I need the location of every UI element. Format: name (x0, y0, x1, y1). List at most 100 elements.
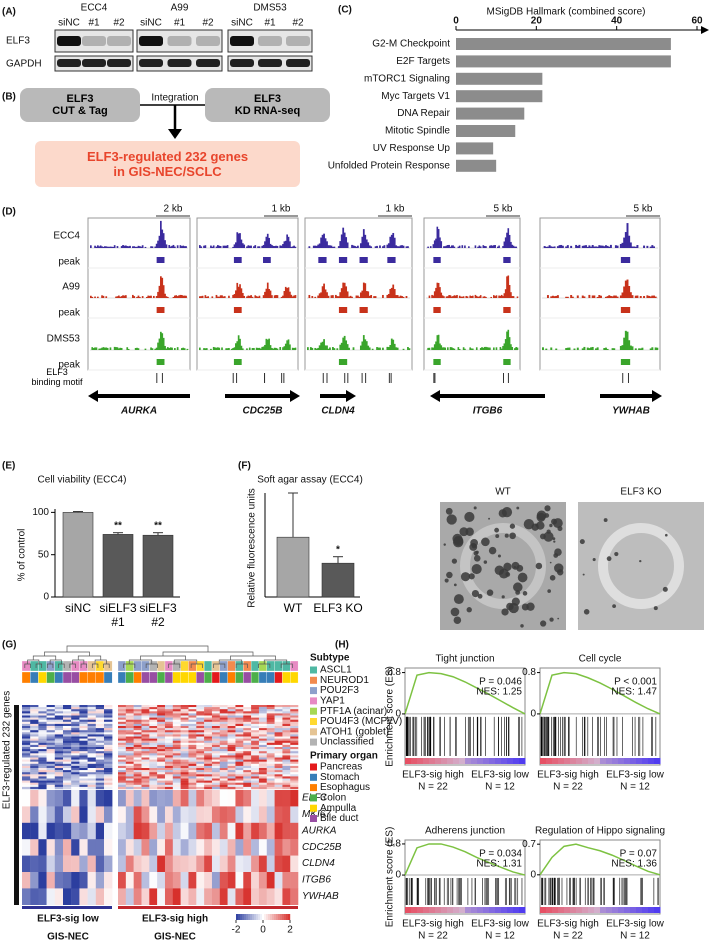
heatmap-cell (30, 728, 39, 731)
coverage (102, 246, 105, 248)
heatmap-cell (95, 784, 105, 788)
heatmap-cell (188, 738, 197, 741)
heatmap-cell (157, 780, 166, 783)
heatmap-cell (87, 736, 96, 739)
heatmap-cell (282, 763, 291, 767)
coverage (219, 295, 222, 298)
heatmap-cell (227, 772, 236, 775)
heatmap-cell (235, 747, 244, 750)
heatmap-cell (30, 774, 39, 777)
heatmap-cell (71, 730, 80, 733)
heatmap-cell (157, 732, 166, 735)
heatmap-cell (196, 740, 205, 743)
coverage (102, 295, 105, 298)
heatmap-cell (104, 774, 113, 777)
coverage (608, 246, 611, 248)
heatmap-cell (149, 751, 158, 754)
rank-bar (459, 907, 466, 913)
coverage (342, 227, 345, 248)
coverage (273, 295, 276, 298)
heatmap-cell (46, 761, 55, 764)
heatmap-cell (164, 721, 174, 725)
coverage (386, 294, 389, 298)
heatmap-cell (251, 780, 260, 783)
coverage (199, 347, 201, 350)
heatmap-cell (30, 719, 39, 722)
colony (592, 558, 596, 562)
heatmap-cell (204, 742, 213, 746)
heatmap-cell (243, 839, 252, 856)
subtype-annotation (196, 660, 205, 672)
heatmap-cell (38, 747, 47, 750)
statistic: P = 0.034 (479, 849, 522, 860)
organ-annotation (141, 671, 150, 684)
heatmap-cell (172, 755, 181, 758)
rank-bar (552, 758, 559, 764)
heatmap-cell (188, 770, 197, 773)
heatmap-cell (274, 747, 283, 750)
heatmap-cell (30, 759, 39, 762)
heatmap-cell (180, 776, 189, 779)
heatmap-cell (180, 855, 189, 873)
organ-annotation (133, 671, 142, 684)
heatmap-cell (104, 751, 113, 754)
heatmap-cell (219, 749, 228, 752)
heatmap-cell (172, 753, 181, 756)
coverage (376, 245, 378, 248)
heatmap-cell (63, 784, 72, 788)
coverage (254, 245, 257, 248)
heatmap-cell (30, 709, 39, 712)
heatmap-cell (235, 757, 244, 760)
peak-call (263, 257, 271, 263)
heatmap-cell (71, 738, 80, 741)
coverage (634, 295, 637, 298)
heatmap-cell (79, 740, 88, 743)
coverage (183, 246, 186, 248)
coverage (651, 295, 654, 298)
heatmap-cell (282, 730, 291, 733)
coverage (364, 283, 367, 298)
coverage (165, 244, 168, 248)
heatmap-cell (266, 770, 275, 773)
heatmap-cell (282, 713, 291, 716)
heatmap-cell (196, 839, 205, 856)
heatmap-cell (172, 730, 181, 733)
heatmap-cell (79, 765, 88, 769)
heatmap-cell (71, 839, 80, 856)
heatmap-cell (211, 761, 220, 764)
coverage (490, 296, 493, 298)
colony (579, 539, 585, 545)
coverage (464, 245, 466, 248)
heatmap-cell (149, 776, 158, 779)
heatmap-cell (46, 790, 55, 807)
heatmap-cell (30, 747, 39, 750)
heatmap-cell (125, 768, 134, 771)
y-axis-label: Relative fluorescence units (247, 488, 258, 608)
heatmap-cell (188, 744, 197, 748)
heatmap-cell (46, 757, 55, 760)
heatmap-cell (149, 721, 158, 725)
heatmap-cell (188, 753, 197, 756)
heatmap-cell (46, 763, 55, 767)
heatmap-cell (104, 772, 113, 775)
heatmap-cell (133, 790, 142, 807)
heatmap-cell (274, 888, 283, 905)
heatmap-cell (133, 822, 142, 840)
heatmap-cell (63, 786, 72, 790)
organ-annotation (258, 671, 267, 684)
colony (466, 607, 472, 613)
coverage (158, 235, 161, 248)
organ-annotation (125, 671, 134, 684)
coverage (514, 348, 516, 350)
heatmap-cell (243, 747, 252, 750)
heatmap-cell (38, 726, 47, 729)
group-label: ELF3-sig high (142, 914, 208, 925)
heatmap-cell (266, 705, 275, 708)
heatmap-cell (133, 778, 142, 781)
heatmap-cell (71, 768, 80, 771)
heatmap-cell (180, 732, 189, 735)
heatmap-cell (243, 778, 252, 781)
coverage (649, 296, 652, 298)
legend-swatch (310, 718, 317, 725)
heatmap-cell (79, 806, 88, 823)
